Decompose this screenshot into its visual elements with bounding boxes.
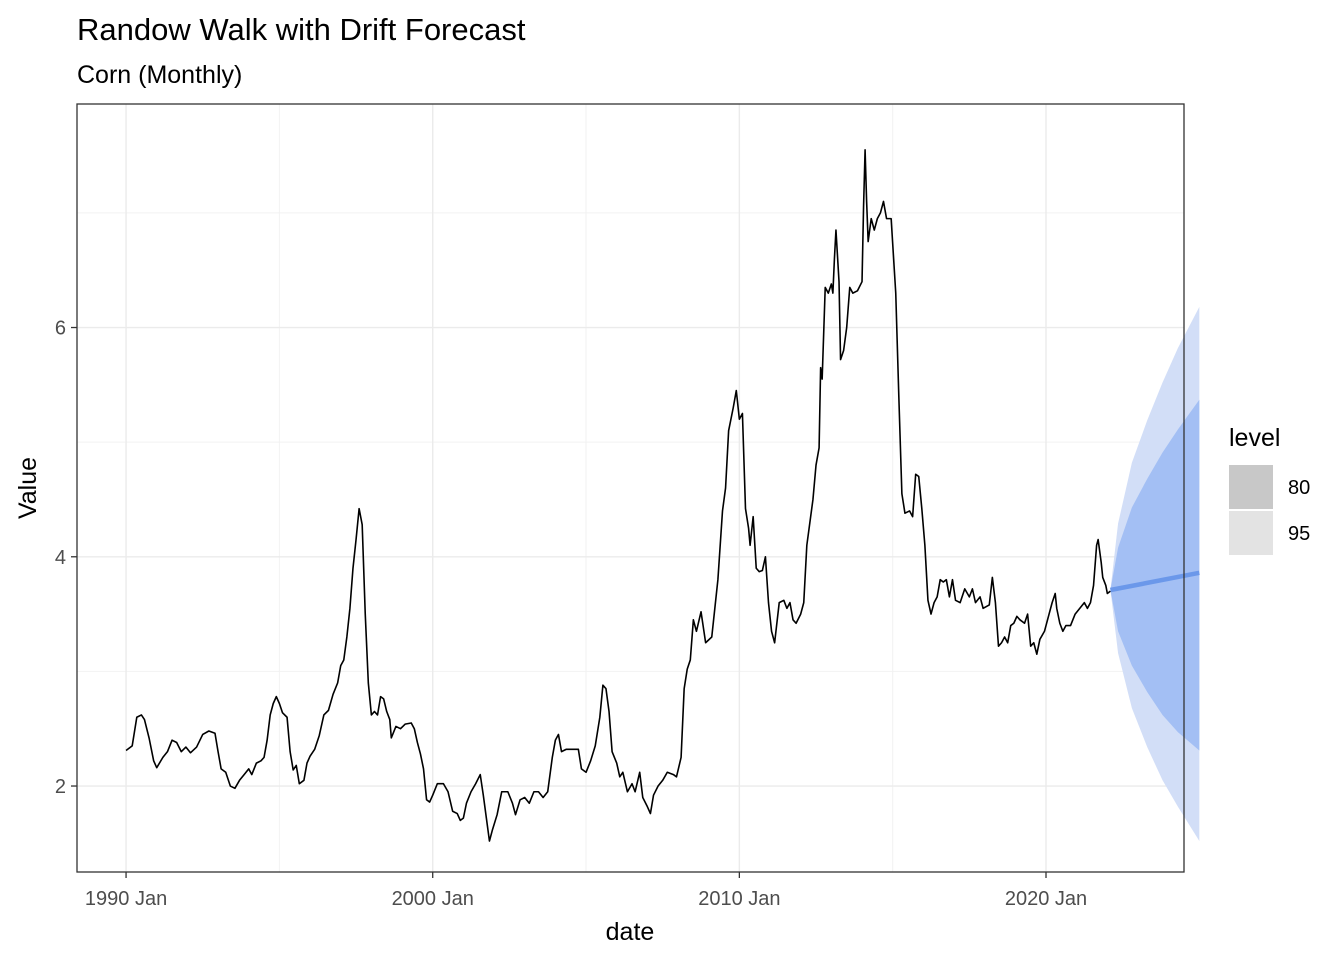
- y-tick-label: 4: [55, 547, 66, 569]
- y-tick-label: 2: [55, 776, 66, 798]
- y-tick-label: 6: [55, 318, 66, 340]
- legend: level 80 95: [1229, 424, 1310, 555]
- plot-panel-border: [76, 103, 1185, 873]
- x-tick-label: 2000 Jan: [392, 888, 474, 910]
- legend-key-95: [1229, 511, 1273, 555]
- x-tick-label: 2010 Jan: [698, 888, 780, 910]
- forecast-intervals: [1110, 306, 1200, 842]
- chart-subtitle: Corn (Monthly): [77, 61, 242, 89]
- legend-label-80: 80: [1288, 477, 1310, 499]
- chart-title: Randow Walk with Drift Forecast: [77, 12, 526, 47]
- plot-panel: [77, 104, 1184, 872]
- legend-label-95: 95: [1288, 523, 1310, 545]
- y-axis-title: Value: [14, 457, 42, 519]
- x-tick-label: 1990 Jan: [85, 888, 167, 910]
- historical-series-line: [125, 149, 1111, 842]
- x-tick-label: 2020 Jan: [1005, 888, 1087, 910]
- legend-title: level: [1229, 424, 1280, 452]
- forecast-band-80: [1110, 399, 1200, 751]
- legend-key-80: [1229, 465, 1273, 509]
- grid-lines: [77, 104, 1184, 872]
- axes: 1990 Jan 2000 Jan 2010 Jan 2020 Jan 2 4 6: [55, 318, 1087, 910]
- x-axis-title: date: [606, 918, 655, 946]
